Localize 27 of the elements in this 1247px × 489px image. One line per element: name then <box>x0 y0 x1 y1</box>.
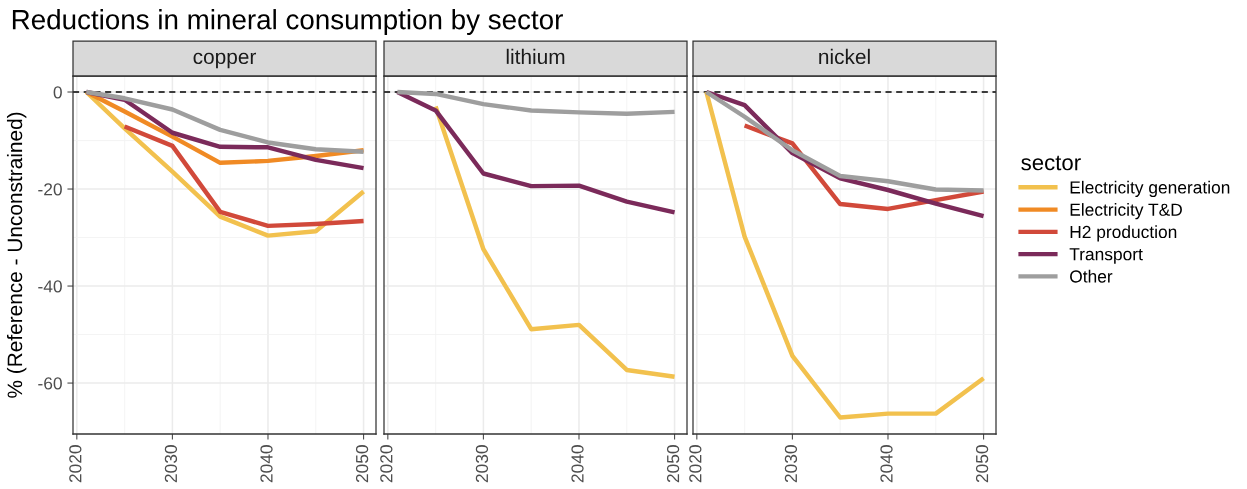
x-tick-label: 2040 <box>571 445 584 483</box>
x-tick-label: 2040 <box>880 445 893 483</box>
x-tick-label: 2020 <box>380 445 393 483</box>
legend-label: Electricity T&D <box>1070 203 1182 220</box>
x-tick-label: 2030 <box>784 445 798 483</box>
x-tick-label: 2030 <box>164 445 178 483</box>
chart-subtitle: copper <box>193 52 257 69</box>
x-tick-label: 2050 <box>355 445 369 483</box>
x-tick-label: 2020 <box>689 445 702 483</box>
x-tick-label: 2020 <box>69 445 82 483</box>
x-tick-label: 2050 <box>666 445 680 483</box>
chart-subtitle: nickel <box>819 48 870 65</box>
legend-label: H2 production <box>1070 225 1177 242</box>
legend-label: Electricity generation <box>1070 180 1230 198</box>
chart-subtitle: lithium <box>506 48 565 65</box>
x-tick-label: 2030 <box>475 445 489 483</box>
y-tick-label: -60 <box>38 377 62 390</box>
y-axis-title: % (Reference - Unconstrained) <box>6 112 27 398</box>
y-tick-label: -20 <box>38 183 62 196</box>
y-tick-label: 0 <box>53 86 62 99</box>
legend-label: Other <box>1070 269 1113 283</box>
legend-title: sector <box>1021 155 1081 171</box>
legend-label: Transport <box>1069 248 1143 264</box>
x-tick-label: 2050 <box>975 445 989 483</box>
chart-title: Reductions in mineral consumption by sector <box>12 9 563 35</box>
x-tick-label: 2040 <box>260 445 273 483</box>
y-tick-label: -40 <box>38 280 62 293</box>
